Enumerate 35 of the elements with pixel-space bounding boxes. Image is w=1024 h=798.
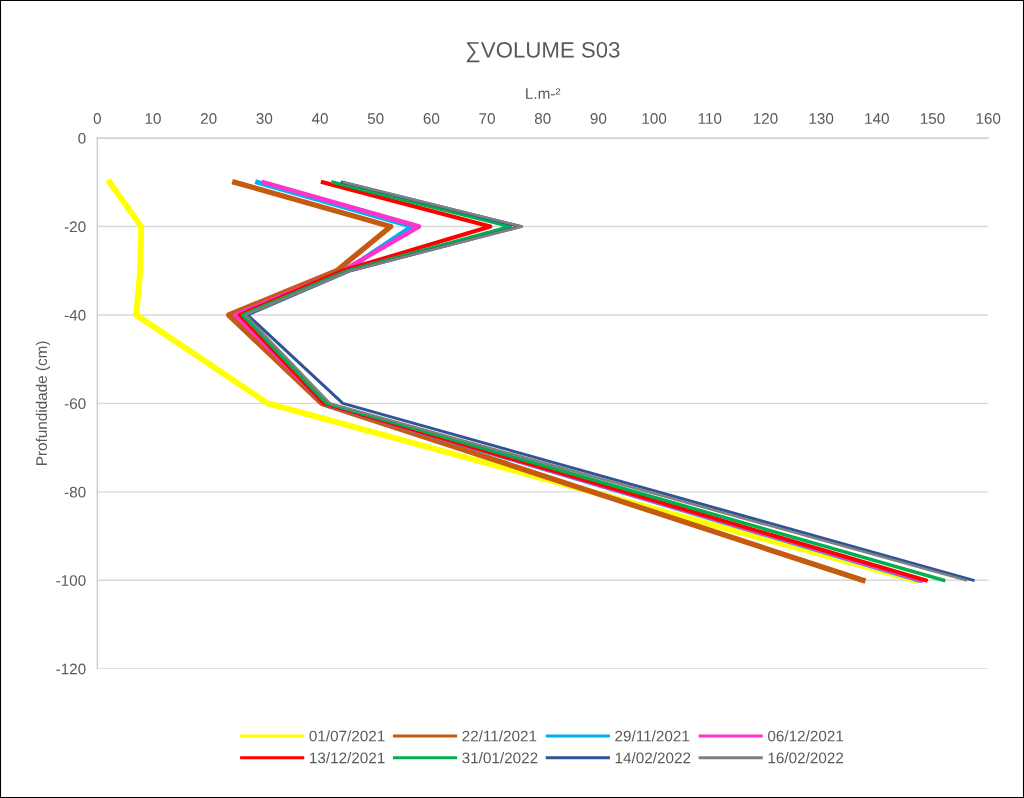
y-tick-label: 0 (78, 132, 86, 144)
x-tick-label: 10 (145, 113, 161, 124)
x-tick-label: 130 (809, 113, 834, 124)
x-tick-label: 90 (590, 113, 607, 124)
x-tick-label: 80 (534, 113, 551, 124)
x-tick-label: 150 (920, 113, 945, 124)
chart-title: ∑VOLUME S03 (466, 41, 620, 63)
x-tick-label: 40 (311, 113, 328, 124)
x-tick-label: 70 (479, 113, 495, 124)
x-axis-title: L.m-² (526, 88, 561, 99)
x-tick-label: 50 (367, 113, 384, 124)
x-tick-label: 160 (976, 113, 1001, 124)
x-tick-label: 20 (200, 113, 217, 124)
y-tick-label: -20 (64, 221, 86, 233)
x-tick-label: 120 (753, 113, 778, 124)
legend-label: 06/12/2021 (767, 730, 844, 742)
y-tick-label: -120 (56, 663, 86, 675)
legend-label: 31/01/2022 (462, 752, 538, 764)
y-tick-label: -40 (64, 309, 86, 321)
y-tick-label: -60 (64, 398, 86, 410)
legend-label: 16/02/2022 (768, 752, 844, 764)
x-tick-label: 140 (865, 113, 889, 124)
x-tick-label: 110 (698, 113, 722, 124)
x-tick-label: 60 (423, 113, 440, 124)
y-axis-title: Profundidade (cm) (35, 341, 51, 465)
x-tick-label: 0 (93, 113, 101, 124)
legend-label: 22/11/2021 (462, 730, 537, 742)
legend-label: 29/11/2021 (615, 730, 690, 742)
legend-label: 01/07/2021 (309, 730, 385, 742)
legend-label: 13/12/2021 (310, 752, 385, 764)
legend-label: 14/02/2022 (615, 752, 691, 764)
y-tick-label: -100 (56, 575, 86, 586)
x-tick-label: 100 (642, 113, 667, 124)
y-tick-label: -80 (64, 486, 86, 498)
x-tick-label: 30 (256, 113, 273, 124)
